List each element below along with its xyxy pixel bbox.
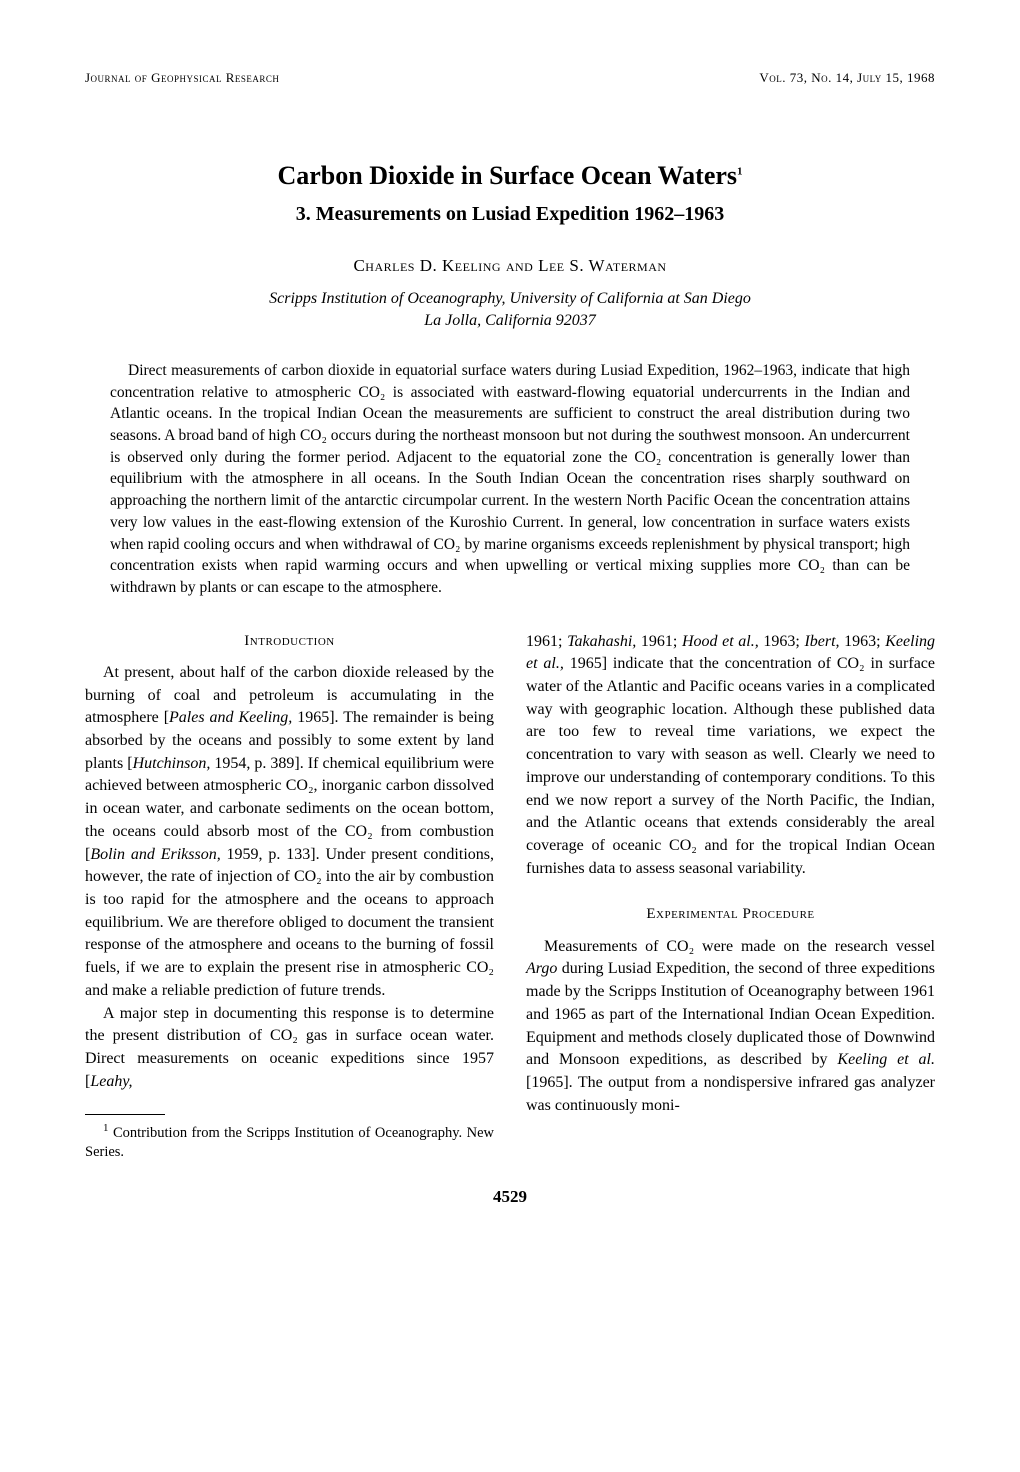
journal-name: Journal of Geophysical Research: [85, 70, 279, 86]
experimental-para-1: Measurements of CO₂ were made on the res…: [526, 936, 935, 1118]
intro-para-1: At present, about half of the carbon dio…: [85, 662, 494, 1003]
title-footnote-marker: 1: [737, 165, 743, 177]
body-columns: Introduction At present, about half of t…: [85, 631, 935, 1163]
authors: Charles D. Keeling and Lee S. Waterman: [85, 256, 935, 276]
intro-para-2-start: A major step in documenting this respons…: [85, 1003, 494, 1094]
footnote-text: Contribution from the Scripps Institutio…: [85, 1124, 494, 1160]
introduction-heading: Introduction: [85, 631, 494, 652]
footnote-separator: [85, 1114, 165, 1115]
page-number: 4529: [85, 1187, 935, 1207]
article-subtitle: 3. Measurements on Lusiad Expedition 196…: [85, 203, 935, 226]
experimental-heading: Experimental Procedure: [526, 904, 935, 925]
intro-para-2-continued: 1961; Takahashi, 1961; Hood et al., 1963…: [526, 631, 935, 881]
page-header: Journal of Geophysical Research Vol. 73,…: [85, 70, 935, 86]
article-title: Carbon Dioxide in Surface Ocean Waters1: [85, 161, 935, 191]
title-text: Carbon Dioxide in Surface Ocean Waters: [277, 161, 737, 190]
left-column: Introduction At present, about half of t…: [85, 631, 494, 1163]
issue-info: Vol. 73, No. 14, July 15, 1968: [759, 70, 935, 86]
abstract: Direct measurements of carbon dioxide in…: [110, 360, 910, 599]
affiliation-line-1: Scripps Institution of Oceanography, Uni…: [85, 290, 935, 308]
footnote: 1 Contribution from the Scripps Institut…: [85, 1121, 494, 1163]
right-column: 1961; Takahashi, 1961; Hood et al., 1963…: [526, 631, 935, 1163]
affiliation-line-2: La Jolla, California 92037: [85, 312, 935, 330]
